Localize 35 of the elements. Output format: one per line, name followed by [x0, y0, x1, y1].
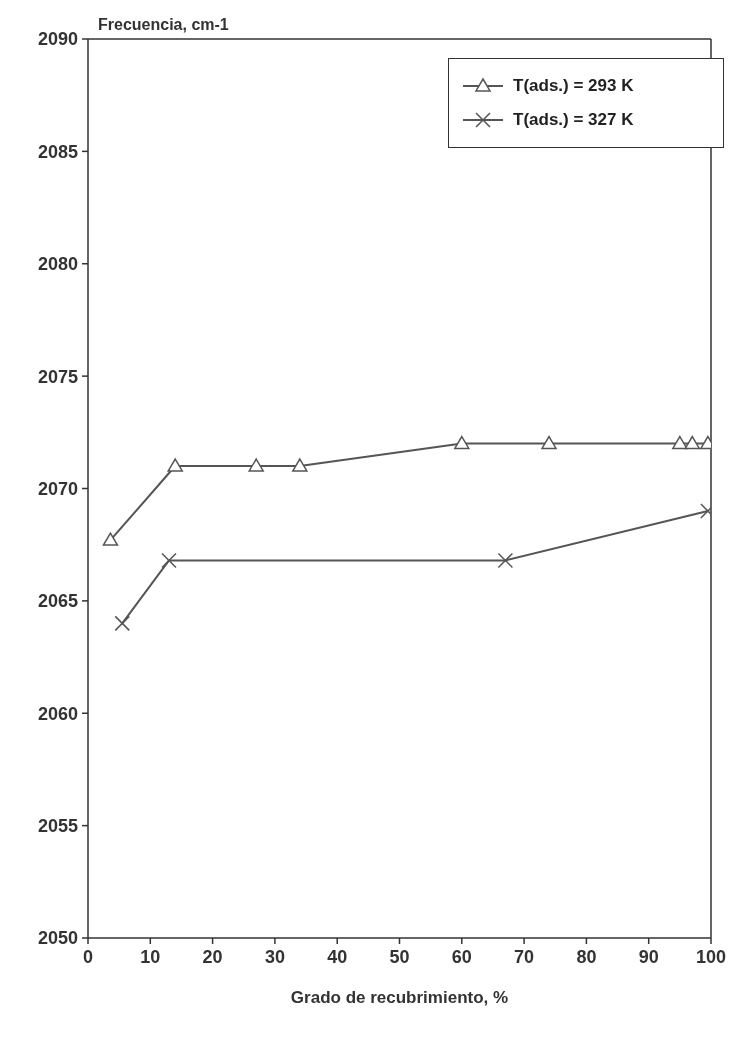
point: [161, 552, 177, 569]
y-tick-label: 2055: [37, 816, 78, 837]
point: [684, 435, 701, 450]
x-tick-label: 20: [202, 946, 223, 967]
x-tick-label: 50: [389, 946, 410, 967]
point: [292, 458, 308, 472]
legend-label: T(ads.) = 293 K: [513, 76, 634, 96]
y-tick-label: 2090: [37, 29, 78, 50]
x-tick-label: 90: [638, 946, 659, 967]
x-tick-label: 80: [576, 946, 597, 967]
x-tick-label: 0: [82, 946, 94, 967]
point: [541, 435, 557, 450]
x-axis-title: Grado de recubrimiento, %: [290, 988, 509, 1007]
y-tick-label: 2050: [37, 928, 78, 949]
legend-label: T(ads.) = 327 K: [513, 110, 634, 130]
x-tick-label: 60: [451, 946, 472, 967]
point: [102, 532, 119, 546]
y-axis-title: Frecuencia, cm-1: [98, 16, 229, 34]
point: [167, 458, 183, 472]
x-tick-label: 40: [327, 946, 348, 967]
y-tick-label: 2060: [37, 703, 78, 724]
y-tick-label: 2070: [37, 478, 78, 499]
x-tick-label: 30: [264, 946, 285, 967]
point: [672, 435, 688, 450]
y-tick-label: 2080: [37, 254, 78, 275]
point: [248, 458, 264, 472]
x-tick-label: 10: [140, 946, 161, 967]
point: [454, 435, 470, 450]
y-tick-label: 2065: [37, 591, 78, 612]
y-tick-label: 2075: [37, 366, 78, 387]
y-tick-label: 2085: [37, 141, 78, 162]
x-tick-label: 70: [514, 946, 535, 967]
point: [497, 552, 514, 569]
point: [114, 615, 131, 632]
x-tick-label: 100: [695, 946, 727, 967]
